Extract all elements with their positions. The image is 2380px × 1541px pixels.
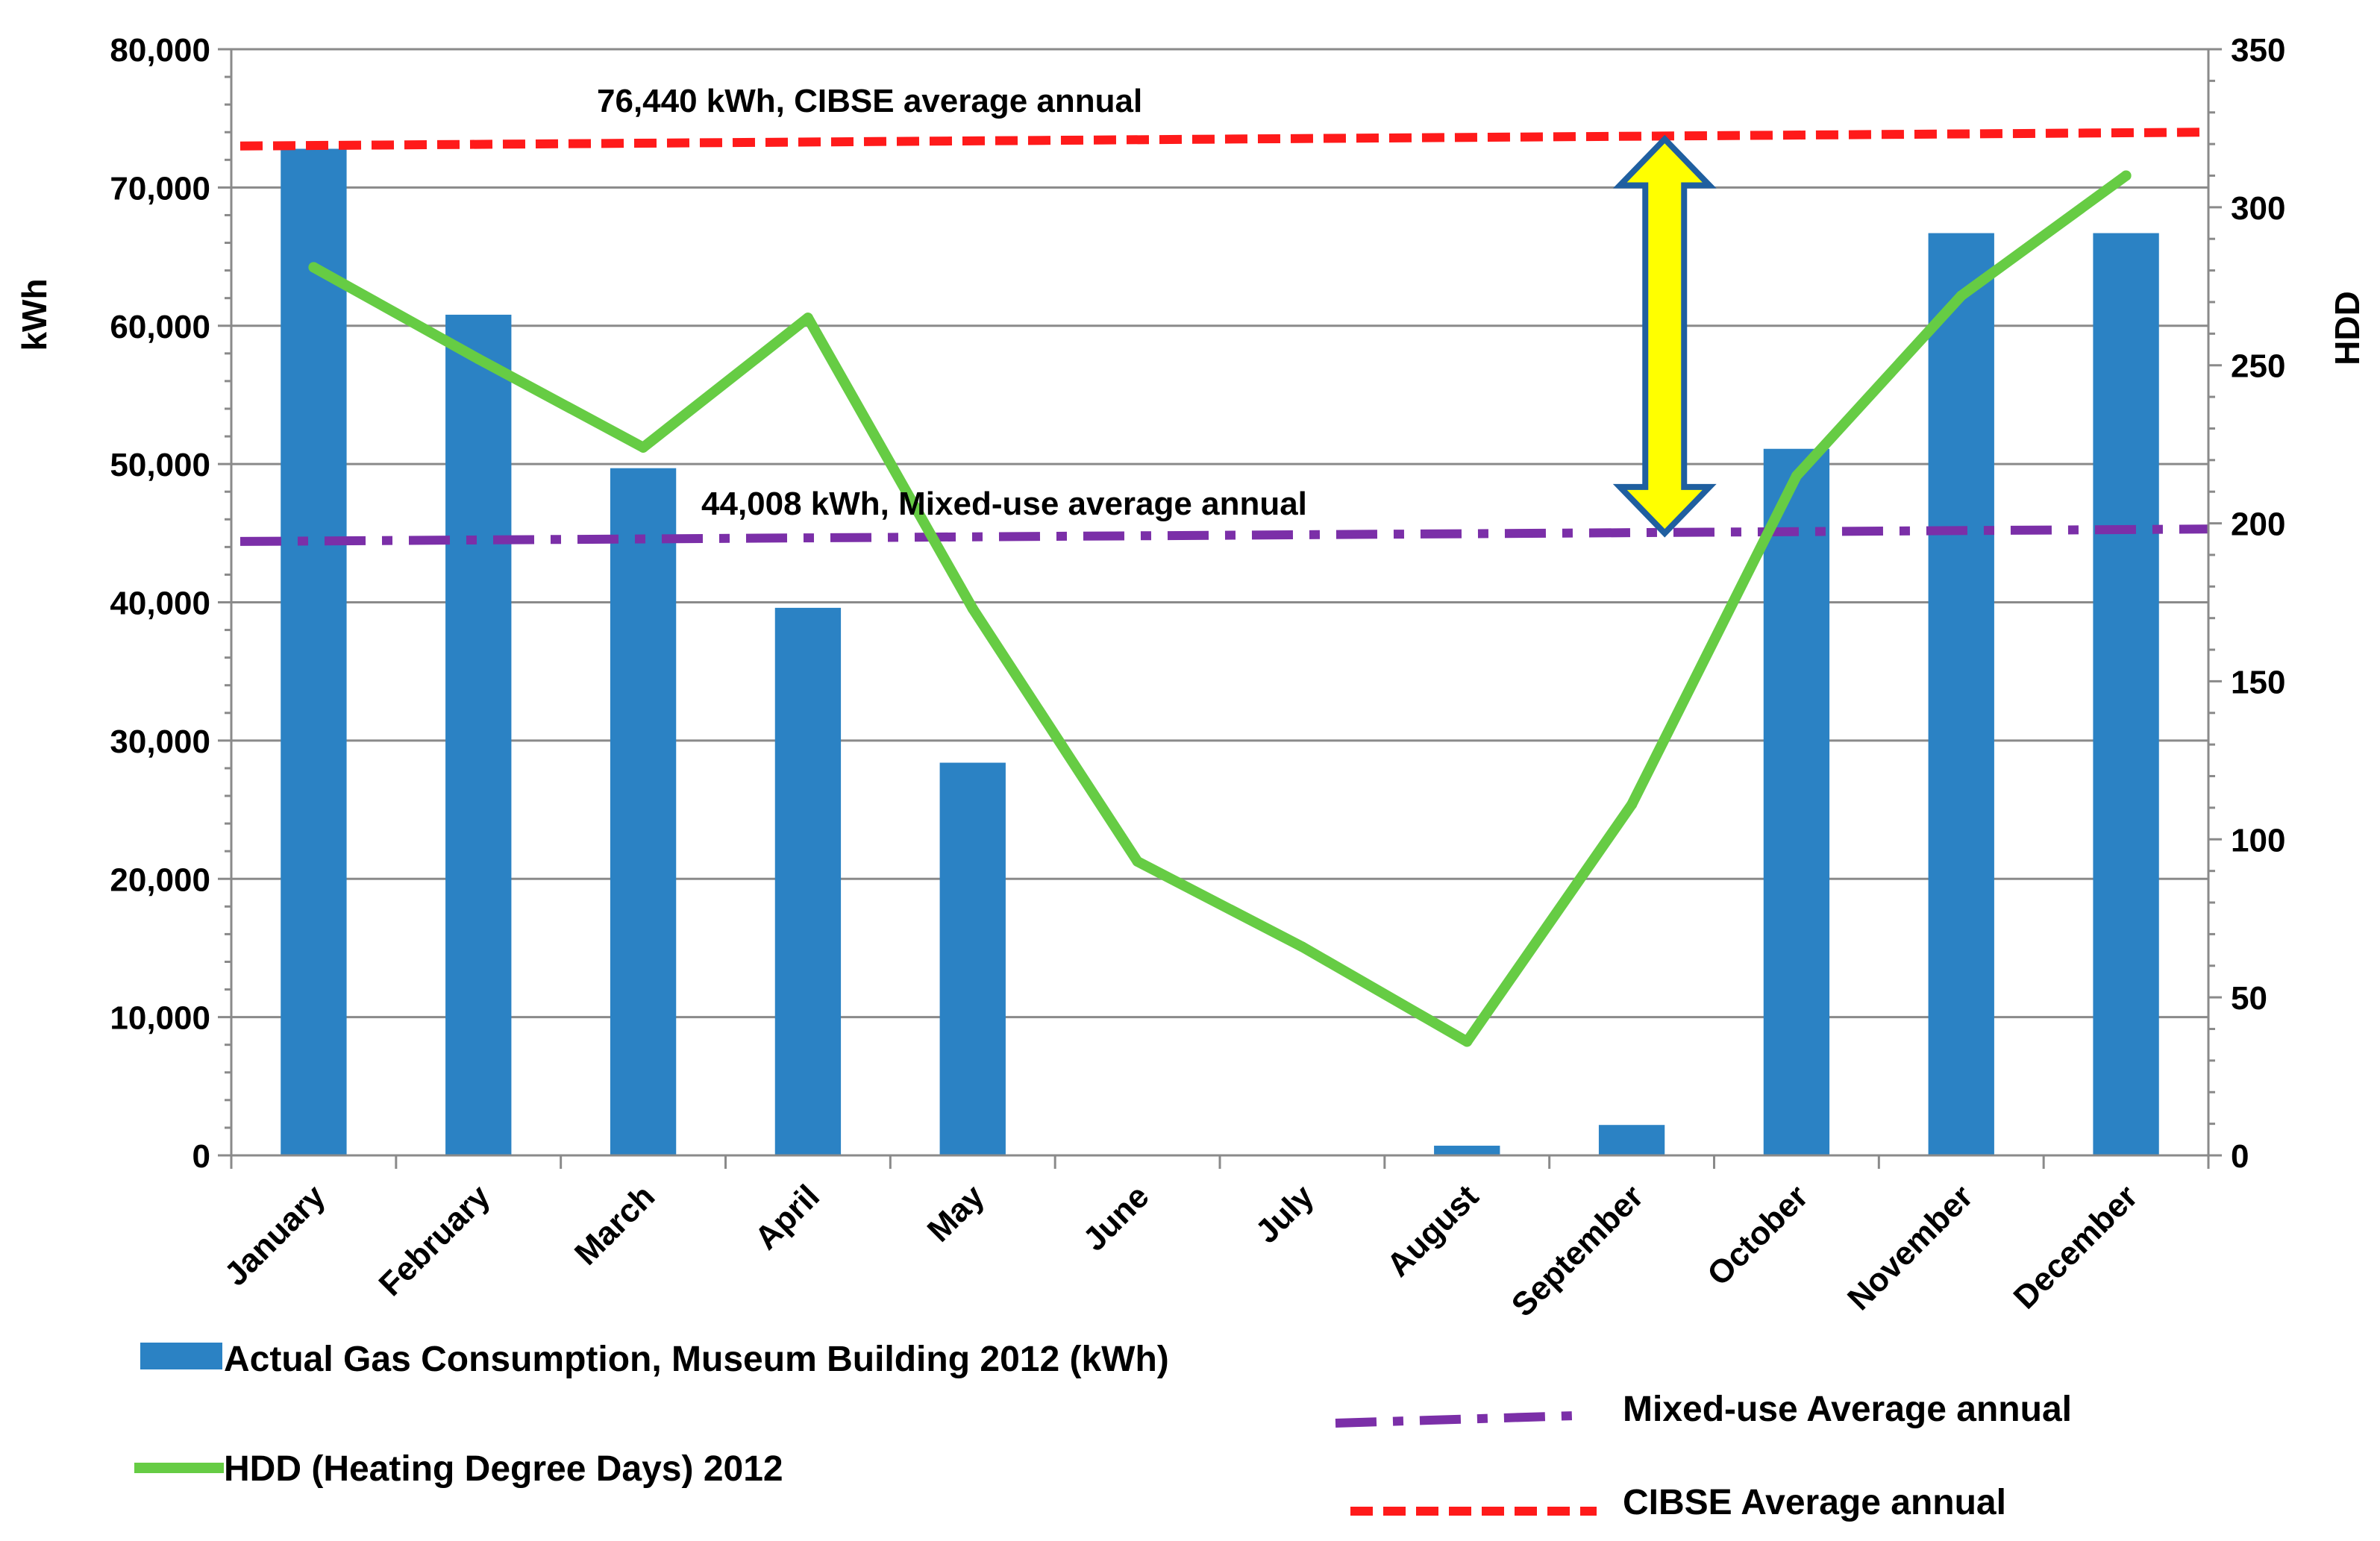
- right-axis-ticks: 0 50 100 150 200 250 300 350: [2208, 32, 2285, 1175]
- gap-arrow: [1612, 134, 1717, 538]
- category-label-august: August: [1380, 1178, 1486, 1284]
- axes: [230, 49, 2210, 1169]
- category-label-september: September: [1505, 1178, 1650, 1323]
- legend-label-cibse: CIBSE Average annual: [1623, 1483, 2006, 1522]
- category-label-july: July: [1249, 1178, 1321, 1250]
- bar-march: [610, 468, 677, 1155]
- legend: Actual Gas Consumption, Museum Building …: [134, 1340, 2072, 1522]
- cibse-annotation: 76,440 kWh, CIBSE average annual: [597, 83, 1142, 119]
- hdd-point-november: [1955, 290, 1967, 301]
- right-tick-label: 300: [2231, 190, 2285, 227]
- bar-december: [2093, 233, 2159, 1156]
- category-label-may: May: [921, 1178, 992, 1249]
- right-tick-label: 350: [2231, 32, 2285, 69]
- hdd-point-february: [473, 354, 484, 365]
- double-arrow: [1612, 134, 1717, 538]
- hdd-point-january: [308, 262, 319, 273]
- hdd-point-october: [1791, 471, 1802, 482]
- hdd-line: [308, 170, 2132, 1047]
- category-label-april: April: [748, 1178, 827, 1257]
- left-axis-title: kWh: [15, 278, 54, 351]
- bar-november: [1928, 233, 1994, 1156]
- left-tick-label: 20,000: [110, 861, 210, 898]
- hdd-point-july: [1297, 941, 1308, 952]
- hdd-point-september: [1626, 799, 1638, 810]
- cibse-average-line: [239, 128, 2209, 151]
- right-tick-label: 100: [2231, 822, 2285, 859]
- legend-swatch-mixed-use: [1335, 1411, 1575, 1428]
- right-axis-title: HDD: [2328, 291, 2367, 365]
- mixed-use-average-line: [239, 524, 2209, 546]
- category-label-october: October: [1700, 1178, 1815, 1293]
- left-tick-label: 60,000: [110, 309, 210, 345]
- category-labels: January February March April May June July Augu…: [218, 1178, 2145, 1324]
- category-label-june: June: [1076, 1178, 1156, 1258]
- bar-april: [774, 607, 842, 1155]
- hdd-point-may: [967, 603, 978, 614]
- category-label-november: November: [1841, 1178, 1980, 1317]
- legend-swatch-gas: [140, 1343, 222, 1369]
- bar-series: [281, 148, 2159, 1156]
- left-tick-label: 50,000: [110, 447, 210, 483]
- left-tick-label: 80,000: [110, 32, 210, 69]
- hdd-line-series: [308, 170, 2132, 1047]
- left-tick-label: 0: [192, 1138, 210, 1175]
- bar-may: [939, 762, 1006, 1155]
- left-tick-label: 10,000: [110, 1000, 210, 1037]
- hdd-point-august: [1462, 1036, 1473, 1047]
- legend-label-gas: Actual Gas Consumption, Museum Building …: [224, 1340, 1169, 1379]
- hdd-point-march: [638, 442, 649, 453]
- right-tick-label: 0: [2231, 1138, 2249, 1175]
- right-tick-label: 150: [2231, 664, 2285, 700]
- hdd-point-june: [1132, 856, 1143, 867]
- right-tick-label: 200: [2231, 506, 2285, 543]
- right-tick-label: 50: [2231, 980, 2267, 1017]
- legend-label-mixed-use: Mixed-use Average annual: [1623, 1390, 2072, 1429]
- left-tick-label: 40,000: [110, 586, 210, 622]
- bar-january: [281, 148, 347, 1156]
- category-label-december: December: [2007, 1178, 2145, 1316]
- category-label-march: March: [568, 1178, 662, 1272]
- bar-february: [445, 314, 512, 1155]
- left-tick-label: 70,000: [110, 170, 210, 207]
- left-axis-ticks: 0 10,000 20,000 30,000 40,000 50,000 60,000 70,…: [110, 32, 231, 1175]
- reference-lines: [239, 128, 2209, 546]
- bar-august: [1434, 1146, 1500, 1155]
- right-tick-label: 250: [2231, 348, 2285, 385]
- hdd-point-december: [2120, 170, 2132, 181]
- category-label-february: February: [372, 1178, 498, 1303]
- bar-september: [1598, 1125, 1665, 1155]
- hdd-point-april: [802, 313, 813, 324]
- category-label-january: January: [218, 1178, 333, 1293]
- mixed-use-annotation: 44,008 kWh, Mixed-use average annual: [701, 486, 1307, 522]
- bar-october: [1763, 448, 1830, 1155]
- legend-label-hdd: HDD (Heating Degree Days) 2012: [224, 1449, 783, 1489]
- left-tick-label: 30,000: [110, 724, 210, 760]
- gridlines: [231, 48, 2208, 1019]
